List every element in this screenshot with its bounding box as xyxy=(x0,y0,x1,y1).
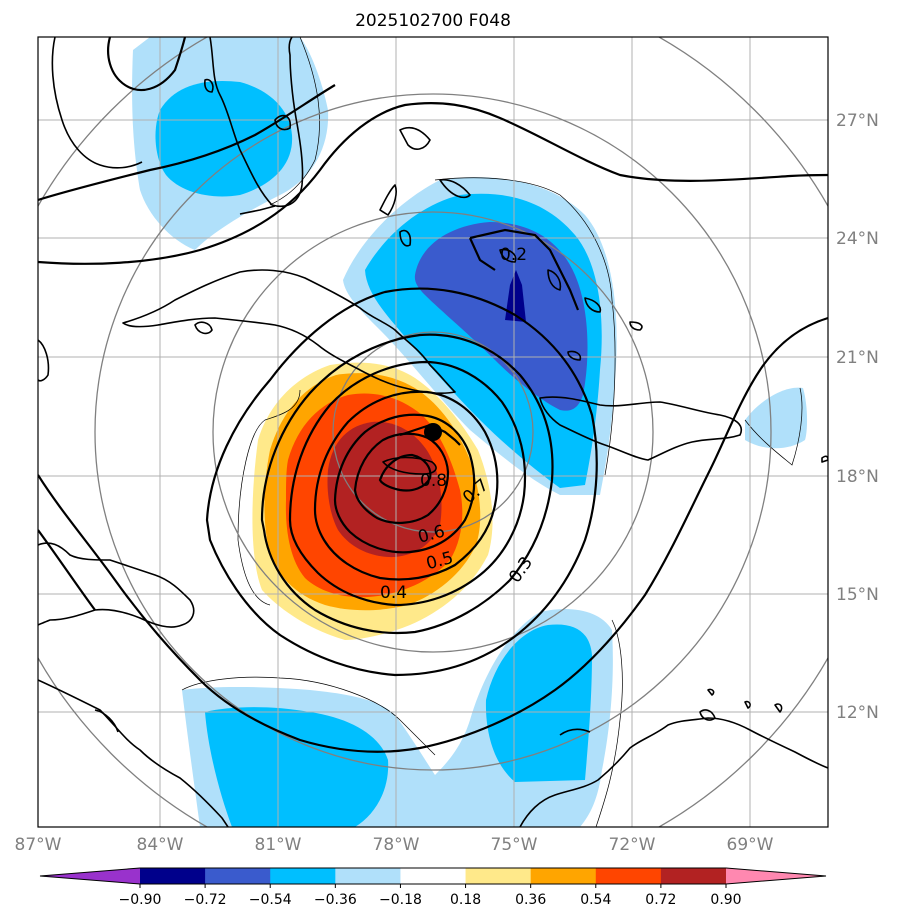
shading-south xyxy=(182,609,613,827)
lat-label: 12°N xyxy=(836,703,879,723)
colorbar-swatch xyxy=(205,868,271,884)
colorbar-tick-label: −0.72 xyxy=(184,892,227,908)
range-rings xyxy=(38,37,828,827)
colorbar-swatch xyxy=(140,868,206,884)
colorbar-swatch xyxy=(530,868,597,884)
map-frame xyxy=(37,36,829,828)
colorbar-tick-label: 0.18 xyxy=(450,892,481,908)
colorbar: −0.90 −0.72 −0.54 −0.36 −0.18 0.18 0.36 0.54 0.7… xyxy=(39,867,827,908)
colorbar-tick-label: 0.90 xyxy=(710,892,741,908)
colorbar-tick-label: 0.72 xyxy=(645,892,676,908)
colorbar-tick-label: −0.54 xyxy=(249,892,292,908)
contour-label-08: 0.8 xyxy=(420,471,447,491)
lat-label: 27°N xyxy=(836,111,879,131)
shading-east xyxy=(745,387,808,449)
lon-label: 81°W xyxy=(255,835,302,855)
lon-label: 87°W xyxy=(15,835,62,855)
coastlines xyxy=(38,37,828,827)
longitude-labels: 87°W 84°W 81°W 78°W 75°W 72°W 69°W xyxy=(15,835,774,855)
colorbar-swatch xyxy=(660,868,727,884)
colorbar-swatch xyxy=(400,868,467,884)
lat-label: 18°N xyxy=(836,467,879,487)
contours xyxy=(38,37,828,753)
colorbar-tick-label: 0.36 xyxy=(515,892,546,908)
colorbar-swatch xyxy=(465,868,532,884)
map-title: 2025102700 F048 xyxy=(355,11,511,31)
lat-label: 24°N xyxy=(836,229,879,249)
lon-label: 69°W xyxy=(727,835,774,855)
colorbar-tick-label: −0.90 xyxy=(119,892,162,908)
shading-outlines xyxy=(181,37,803,827)
storm-center-marker xyxy=(424,423,442,441)
colorbar-tick-label: −0.18 xyxy=(379,892,422,908)
colorbar-extend-high xyxy=(726,868,826,884)
colorbar-swatch xyxy=(270,868,336,884)
latitude-labels: 27°N 24°N 21°N 18°N 15°N 12°N xyxy=(836,111,879,723)
lon-label: 84°W xyxy=(137,835,184,855)
lon-label: 75°W xyxy=(491,835,538,855)
lon-label: 72°W xyxy=(609,835,656,855)
map-area: 0.2 0.3 0.4 0.5 0.6 0.7 0.8 xyxy=(38,37,828,827)
contour-label-02: 0.2 xyxy=(500,245,527,265)
contour-label-04: 0.4 xyxy=(380,583,407,603)
lat-label: 15°N xyxy=(836,585,879,605)
shading-northwest xyxy=(132,37,329,250)
colorbar-tick-label: −0.36 xyxy=(314,892,357,908)
colorbar-swatch xyxy=(595,868,662,884)
colorbar-swatch xyxy=(335,868,401,884)
graticule xyxy=(38,37,828,827)
lat-label: 21°N xyxy=(836,348,879,368)
colorbar-tick-label: 0.54 xyxy=(580,892,611,908)
lon-label: 78°W xyxy=(373,835,420,855)
colorbar-extend-low xyxy=(40,868,140,884)
